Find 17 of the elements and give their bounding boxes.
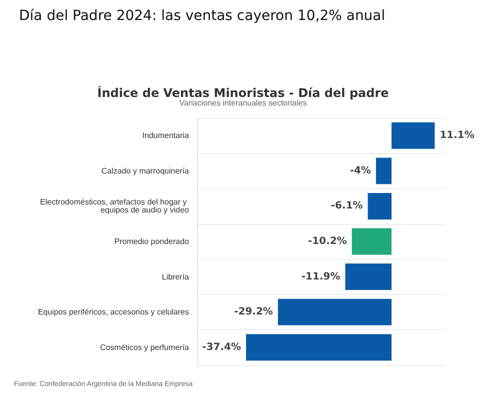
chart-subtitle: Índice de Ventas Minoristas - Día del padre xyxy=(97,85,389,100)
data-label: 11.1% xyxy=(440,130,474,142)
data-label: -11.9% xyxy=(301,271,340,282)
text: Variaciones interanuales sectoriales xyxy=(179,98,307,108)
y-tick-label: Electrodomésticos, artefactos del hogar y equipos de audio y video xyxy=(40,198,190,215)
data-label: -4% xyxy=(350,165,371,176)
data-label: -6.1% xyxy=(330,200,363,212)
data-label: -10.2% xyxy=(308,236,347,247)
y-tick-label: Calzado y marroquinería xyxy=(101,166,190,176)
chart-title: Día del Padre 2024: las ventas cayeron 10,2% anual xyxy=(19,8,386,24)
data-label: -37.4% xyxy=(202,342,242,353)
data-label: -29.2% xyxy=(234,306,273,318)
y-tick-label: Librería xyxy=(162,272,190,282)
y-tick-label: Indumentaria xyxy=(142,131,190,140)
y-tick-label: Promedio ponderado xyxy=(114,237,190,246)
y-tick-label: Equipos periféricos, accesorios y celulares xyxy=(38,308,189,317)
y-tick-label: Cosméticos y perfumería xyxy=(100,342,190,352)
